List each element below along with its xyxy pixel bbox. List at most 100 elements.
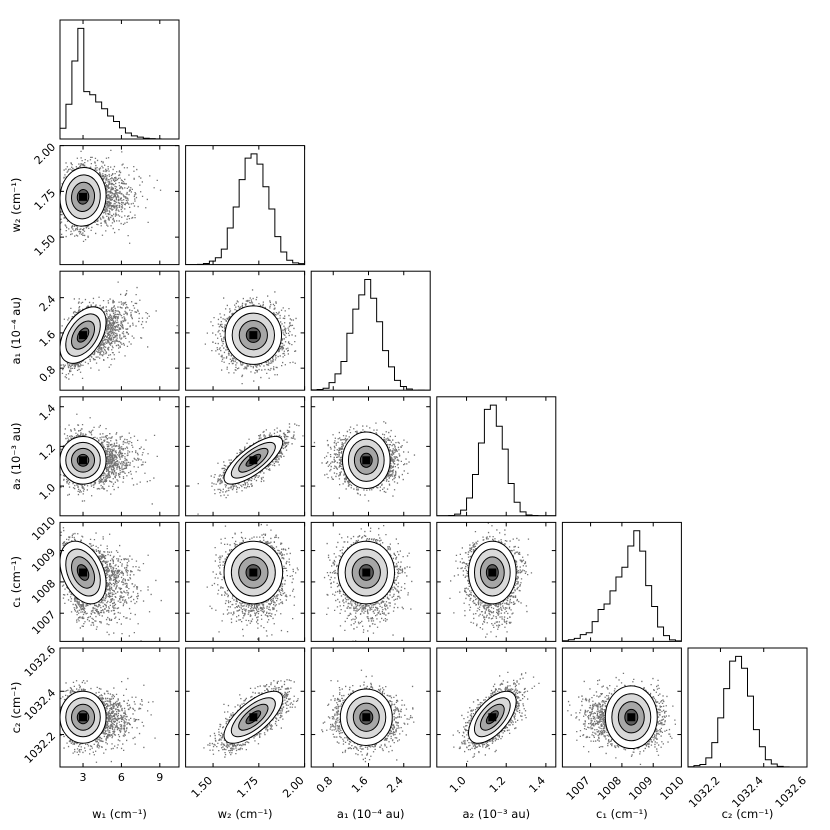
scatter-panel-w1-w2 <box>59 145 180 266</box>
scatter-panel-w2-c1 <box>185 521 306 642</box>
y-axis-label-c2: c₂ (cm⁻¹) <box>9 682 23 734</box>
x-tick-label-c2: 1032.6 <box>773 774 809 810</box>
scatter-panel-a1-c2 <box>310 647 431 768</box>
density-peak <box>249 331 258 340</box>
panel-frame <box>59 145 180 266</box>
density-peak <box>362 568 371 577</box>
density-peak <box>627 713 636 722</box>
scatter-panel-w1-a2 <box>59 396 180 517</box>
scatter-panel-w1-c1 <box>59 521 180 642</box>
scatter-panel-a1-c1 <box>310 521 431 642</box>
x-tick-label-a2: 1.2 <box>487 774 509 796</box>
density-peak <box>362 713 371 722</box>
x-axis-label-w1: w₁ (cm⁻¹) <box>92 807 147 821</box>
y-tick-label-a2: 1.0 <box>37 481 59 503</box>
panel-frame <box>59 647 180 768</box>
y-tick-label-w2: 2.00 <box>32 141 59 168</box>
x-axis-label-w2: w₂ (cm⁻¹) <box>218 807 273 821</box>
histogram-line-w1 <box>60 27 179 139</box>
x-axis-label-a1: a₁ (10⁻⁴ au) <box>337 807 405 821</box>
y-tick-label-w2: 1.75 <box>32 186 59 213</box>
x-tick-label-c2: 1032.4 <box>729 774 765 810</box>
density-peak <box>79 192 88 201</box>
panel-frame <box>310 647 431 768</box>
histogram-line-c2 <box>688 655 807 767</box>
panel-frame <box>59 396 180 517</box>
y-tick-label-a2: 1.4 <box>37 402 59 424</box>
panel-frame <box>185 647 306 768</box>
y-tick-label-a1: 1.6 <box>37 328 59 350</box>
x-tick-label-a1: 0.8 <box>314 774 336 796</box>
density-peak <box>362 456 371 465</box>
y-axis-label-w2: w₂ (cm⁻¹) <box>9 178 23 233</box>
density-peak <box>249 456 258 465</box>
x-tick-label-w2: 2.00 <box>280 774 307 801</box>
density-peak <box>249 713 258 722</box>
panel-frame <box>436 647 557 768</box>
panel-frame <box>310 396 431 517</box>
y-axis-label-a1: a₁ (10⁻⁴ au) <box>9 297 23 365</box>
histogram-panel-a1 <box>310 270 431 391</box>
x-tick-label-a2: 1.0 <box>447 774 469 796</box>
histogram-panel-c1 <box>561 521 682 642</box>
histogram-panel-c2 <box>687 647 808 768</box>
panels-layer <box>59 19 808 768</box>
scatter-panel-a1-a2 <box>310 396 431 517</box>
x-tick-label-c2: 1032.2 <box>686 774 722 810</box>
x-tick-label-a1: 2.4 <box>384 774 406 796</box>
scatter-panel-c1-c2 <box>561 647 682 768</box>
density-peak <box>79 568 88 577</box>
y-tick-label-c1: 1010 <box>29 514 58 543</box>
density-peak <box>79 331 88 340</box>
y-tick-label-a1: 2.4 <box>37 293 59 315</box>
histogram-panel-w1 <box>59 19 180 140</box>
panel-frame <box>185 270 306 391</box>
y-axis-label-a2: a₂ (10⁻³ au) <box>9 423 23 491</box>
x-tick-label-w1: 6 <box>118 771 125 784</box>
x-tick-label-c1: 1010 <box>658 774 687 803</box>
y-tick-label-c2: 1032.4 <box>22 686 58 722</box>
scatter-panel-w2-c2 <box>185 647 306 768</box>
y-tick-label-c1: 1007 <box>29 608 58 637</box>
scatter-panel-w2-a1 <box>185 270 306 391</box>
histogram-line-c1 <box>562 530 682 642</box>
y-tick-label-c1: 1009 <box>29 546 58 575</box>
x-axis-label-a2: a₂ (10⁻³ au) <box>463 807 531 821</box>
scatter-panel-a2-c1 <box>436 521 557 642</box>
y-tick-label-c1: 1008 <box>29 577 58 606</box>
scatter-panel-a2-c2 <box>436 647 557 768</box>
x-tick-label-a1: 1.6 <box>349 774 371 796</box>
x-tick-label-c1: 1009 <box>626 774 655 803</box>
histogram-panel-a2 <box>436 396 557 517</box>
histogram-panel-w2 <box>185 145 306 266</box>
y-tick-label-c2: 1032.6 <box>22 643 58 679</box>
scatter-points <box>60 281 178 380</box>
x-tick-label-w1: 3 <box>80 771 87 784</box>
histogram-line-a2 <box>436 404 556 516</box>
y-tick-label-c2: 1032.2 <box>22 730 58 766</box>
x-axis-label-c2: c₂ (cm⁻¹) <box>722 807 774 821</box>
x-tick-label-c1: 1007 <box>564 774 593 803</box>
panel-frame <box>436 396 557 517</box>
x-tick-label-w1: 9 <box>156 771 163 784</box>
density-peak <box>79 456 88 465</box>
panel-frame <box>59 270 180 391</box>
x-tick-label-c1: 1008 <box>595 774 624 803</box>
density-peak <box>79 713 88 722</box>
panel-frame <box>561 521 682 642</box>
y-tick-label-w2: 1.50 <box>32 232 59 259</box>
x-tick-label-w2: 1.75 <box>234 774 261 801</box>
panel-frame <box>185 145 306 266</box>
panel-frame <box>185 396 306 517</box>
panel-frame <box>687 647 808 768</box>
y-tick-label-a1: 0.8 <box>37 363 59 385</box>
y-axis-label-c1: c₁ (cm⁻¹) <box>9 556 23 608</box>
density-peak <box>488 568 497 577</box>
scatter-panel-w1-a1 <box>59 270 180 391</box>
scatter-panel-w1-c2 <box>59 647 180 768</box>
density-peak <box>249 568 258 577</box>
panel-frame <box>310 270 431 391</box>
y-tick-label-a2: 1.2 <box>37 441 59 463</box>
x-axis-label-c1: c₁ (cm⁻¹) <box>596 807 648 821</box>
